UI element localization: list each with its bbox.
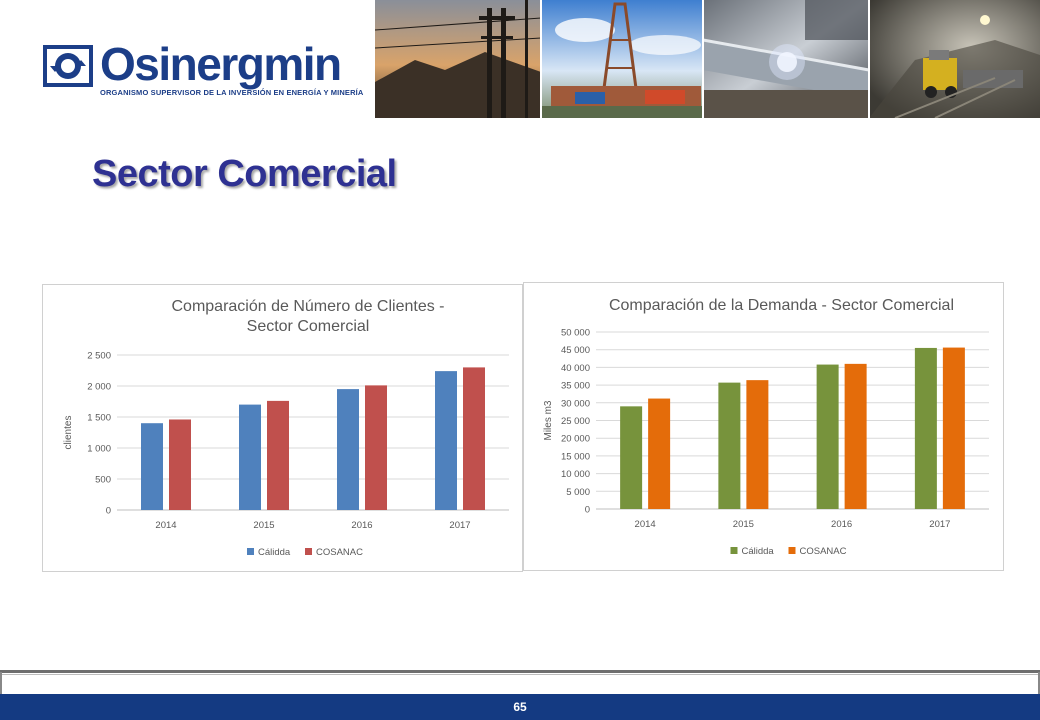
demand-ytick-label: 15 000 [561,451,590,462]
clients-ytick-label: 500 [95,475,111,486]
chart-clients: Comparación de Número de Clientes -Secto… [63,298,509,558]
clients-ytick-label: 1 000 [87,444,111,455]
clients-xtick-label: 2016 [351,520,372,531]
demand-bar [620,406,643,509]
footer-divider [0,670,1040,673]
chart-demand: Comparación de la Demanda - Sector Comer… [543,297,989,557]
demand-xtick-label: 2015 [733,519,754,530]
clients-ylabel: clientes [63,416,74,450]
demand-legend-swatch [730,547,738,554]
clients-bar [267,400,289,510]
demand-ytick-label: 25 000 [561,416,590,427]
clients-ytick-label: 1 500 [87,413,111,424]
footer-right-edge [1038,672,1040,694]
osinergmin-logo: Osinergmin ORGANISMO SUPERVISOR DE LA IN… [42,38,372,104]
demand-xtick-label: 2017 [929,519,950,530]
osinergmin-emblem-icon [43,45,93,87]
clients-legend-swatch [305,548,312,555]
logo-name: Osinergmin [100,38,342,90]
footer-bar: 65 [0,694,1040,720]
footer-divider-thin [0,674,1040,675]
clients-legend-swatch [247,548,254,555]
clients-bar [435,371,457,510]
clients-bar [463,367,485,510]
clients-bar [169,419,191,510]
demand-ytick-label: 5 000 [566,487,590,498]
clients-xtick-label: 2017 [449,520,470,531]
demand-ytick-label: 40 000 [561,363,590,374]
clients-title: Comparación de Número de Clientes -Secto… [171,298,444,335]
demand-xtick-label: 2014 [635,519,656,530]
demand-bar [746,380,769,509]
clients-legend-label: COSANAC [316,547,363,558]
demand-ytick-label: 35 000 [561,381,590,392]
slide-title: Sector Comercial [92,153,397,195]
demand-legend-label: Cálidda [742,546,775,557]
demand-xtick-label: 2016 [831,519,852,530]
clients-bar [365,385,387,510]
clients-legend-label: Cálidda [258,547,291,558]
slide-header: Osinergmin ORGANISMO SUPERVISOR DE LA IN… [0,0,1040,120]
demand-ytick-label: 45 000 [561,345,590,356]
header-photo-strip [375,0,1040,118]
chart-demand-box: Comparación de la Demanda - Sector Comer… [523,282,1004,571]
clients-ytick-label: 2 500 [87,351,111,362]
demand-ylabel: Miles m3 [543,400,554,440]
demand-ytick-label: 0 [585,505,590,516]
photo-mine-tunnel [869,0,1040,118]
clients-xtick-label: 2014 [155,520,176,531]
chart-clients-box: Comparación de Número de Clientes -Secto… [42,284,523,572]
demand-legend-swatch [788,547,796,554]
demand-legend-label: COSANAC [800,546,847,557]
demand-bar [914,347,937,509]
demand-bar [718,382,741,509]
demand-bar [844,363,867,509]
demand-bar [648,398,671,509]
demand-bar [942,347,965,509]
clients-bar [239,404,261,510]
photo-pipe-welding [702,0,870,118]
clients-ytick-label: 2 000 [87,382,111,393]
clients-bar [141,423,163,510]
photo-oil-rig [541,0,703,118]
clients-xtick-label: 2015 [253,520,274,531]
footer-left-edge [0,672,2,694]
page-number: 65 [513,700,527,714]
demand-ytick-label: 10 000 [561,469,590,480]
demand-bar [816,364,839,509]
demand-ytick-label: 20 000 [561,434,590,445]
clients-ytick-label: 0 [106,506,111,517]
demand-title: Comparación de la Demanda - Sector Comer… [609,297,954,314]
demand-ytick-label: 30 000 [561,398,590,409]
demand-ytick-label: 50 000 [561,328,590,339]
clients-bar [337,389,359,510]
photo-power-lines [375,0,542,118]
logo-tagline: ORGANISMO SUPERVISOR DE LA INVERSIÓN EN … [100,88,364,97]
